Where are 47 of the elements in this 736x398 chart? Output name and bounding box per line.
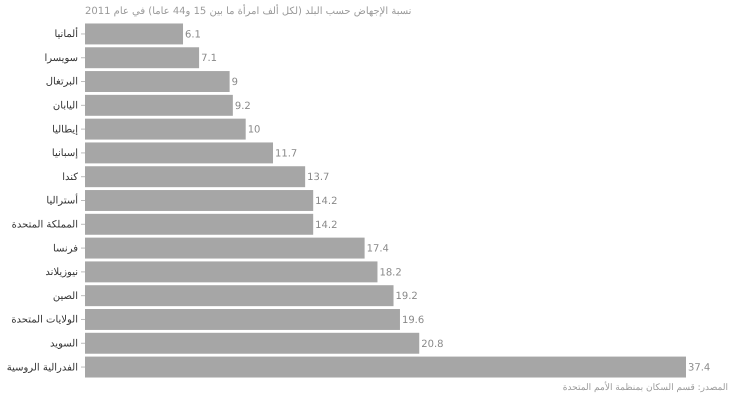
data-label: 14.2 [315,196,338,207]
y-tick-label: الفدرالية الروسية [6,362,78,374]
y-tick-label: ألمانيا [54,27,78,40]
y-tick-label: الولايات المتحدة [11,314,78,326]
y-tick-label: أستراليا [46,194,78,207]
data-label: 20.8 [421,338,444,350]
y-tick-label: المملكة المتحدة [12,219,78,230]
y-tick-label: الصين [52,290,78,302]
data-label: 6.1 [185,29,201,40]
bar [85,356,686,378]
data-label: 17.4 [366,244,389,255]
bar [85,285,394,306]
bar [85,166,306,188]
y-tick-label: البرتغال [46,76,78,88]
bar [85,261,378,282]
bar [85,118,246,140]
bar [85,214,314,235]
data-label: 11.7 [275,148,298,160]
text: المصدر: قسم السكان بمنظمة الأمم المتحدة [562,381,728,393]
bar [85,47,200,68]
data-label: 7.1 [201,53,217,64]
y-tick-label: نيوزيلاند [45,267,78,278]
data-label: 18.2 [379,267,402,278]
bar [85,23,184,44]
bar [85,332,420,354]
data-label: 19.6 [402,314,424,326]
bar [85,94,233,116]
bar [85,190,314,211]
bar [85,142,274,164]
y-tick-label: اليابان [52,100,78,112]
y-tick-label: السويد [50,338,78,350]
y-tick-label: سويسرا [44,52,78,64]
data-label: 9 [232,77,238,88]
bar [85,238,365,259]
bar [85,71,230,92]
data-label: 37.4 [688,362,710,374]
data-label: 19.2 [396,291,418,302]
y-tick-label: فرنسا [52,243,78,254]
data-label: 10 [248,124,260,136]
y-tick-label: كندا [62,172,78,183]
chart-title: نسبة الإجهاض حسب البلد (لكل ألف امرأة ما بين 15 و44 عاما) في عام 2011 [85,4,412,17]
y-tick-label: إيطاليا [52,124,78,136]
data-label: 9.2 [234,100,251,112]
data-label: 13.7 [307,172,330,184]
y-tick-label: إسبانيا [52,148,78,160]
data-label: 14.2 [315,220,338,231]
bar [85,309,400,330]
